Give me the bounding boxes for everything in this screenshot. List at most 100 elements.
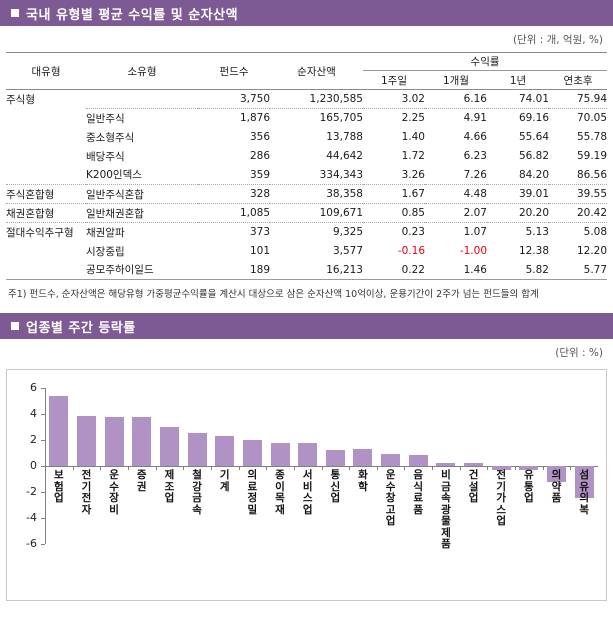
y-axis-tick	[41, 518, 45, 520]
cell-yield-ytd: 86.56	[549, 165, 608, 185]
chart-bar	[325, 450, 345, 467]
table-row: 배당주식 286 44,642 1.72 6.23 56.82 59.19	[6, 147, 607, 166]
cell-major-type: 주식혼합형	[6, 184, 86, 204]
cell-yield-1w: 2.25	[401, 112, 425, 125]
th-minor-type: 소유형	[86, 52, 198, 90]
x-axis-tick	[459, 466, 461, 471]
cell-yield-1m: -1.00	[425, 242, 487, 261]
x-axis-category-label: 건설업	[468, 469, 479, 505]
cell-major-type: 절대수익추구형	[6, 226, 74, 239]
cell-minor-type: 중소형주식	[86, 131, 135, 144]
cell-net-assets: 38,358	[270, 184, 363, 204]
chart-bar	[132, 417, 152, 467]
x-axis-tick	[266, 466, 268, 471]
chart-bar	[270, 442, 290, 467]
unit-note-fund-returns: (단위 : 개, 억원, %)	[512, 34, 603, 46]
chart-bar	[491, 466, 511, 470]
cell-major-type	[6, 260, 86, 280]
negative-value: -1.00	[459, 245, 487, 257]
chart-bar	[104, 416, 124, 467]
cell-yield-1w: 1.40	[401, 131, 425, 143]
x-axis-category-label: 전기전자	[81, 469, 92, 516]
cell-net-assets: 165,705	[319, 112, 363, 125]
cell-yield-ytd: 5.08	[583, 226, 608, 239]
chart-bar	[547, 466, 567, 482]
cell-yield-1y: 56.82	[518, 150, 549, 162]
y-axis-tick	[41, 466, 45, 468]
x-axis-category-label: 비금속광물제품	[441, 469, 451, 551]
cell-net-assets: 16,213	[270, 260, 363, 280]
negative-value: -0.16	[397, 245, 425, 257]
cell-yield-1w: 3.02	[363, 89, 425, 109]
chart-bar	[49, 395, 69, 467]
cell-yield-1m: 6.16	[425, 89, 487, 109]
cell-yield-1w: 0.23	[401, 226, 425, 239]
fund-returns-table-body: 주식형 3,750 1,230,585 3.02 6.16 74.01 75.94 일반주식 1…	[6, 89, 608, 280]
cell-yield-ytd: 39.55	[549, 184, 608, 204]
cell-minor-type	[86, 89, 198, 109]
cell-yield-1w: 1.72	[401, 150, 425, 162]
th-yield-1m: 1개월	[425, 70, 487, 90]
x-axis-category-label: 증권	[136, 469, 147, 493]
x-axis-category-label: 의약품	[551, 469, 562, 505]
cell-minor-type: 일반채권혼합	[86, 203, 198, 223]
th-net-assets: 순자산액	[270, 52, 363, 90]
cell-yield-1m: 1.46	[425, 260, 487, 280]
y-axis-label: -4	[26, 511, 37, 525]
cell-net-assets: 44,642	[326, 150, 363, 162]
table-row: 채권혼합형 일반채권혼합 1,085 109,671 0.85 2.07 20.20 20.4…	[6, 203, 608, 223]
table-row: 중소형주식 356 13,788 1.40 4.66 55.64 55.78	[6, 128, 607, 147]
x-axis-category-label: 음식료품	[413, 469, 424, 516]
cell-yield-1w: 1.67	[363, 184, 425, 204]
chart-bar	[436, 462, 456, 467]
x-axis-category-label: 의료정밀	[247, 469, 258, 516]
x-axis-category-label: 기계	[219, 469, 230, 493]
th-yield-1w: 1주일	[363, 70, 425, 90]
section-title-fund-returns: 국내 유형별 평균 수익률 및 순자산액	[26, 7, 239, 23]
x-axis-category-label: 섬유의복	[579, 469, 589, 516]
chart-bar	[242, 440, 262, 467]
y-axis-tick	[41, 440, 45, 442]
cell-yield-1w: -0.16	[363, 242, 425, 261]
cell-net-assets: 334,343	[270, 165, 363, 185]
table-row: 절대수익추구형 채권알파 373 9,325 0.23 1.07 5.13 5.08	[6, 223, 607, 242]
x-axis-tick	[570, 466, 572, 471]
cell-major-type	[6, 165, 86, 185]
cell-yield-ytd: 75.94	[549, 89, 608, 109]
section-title-sector-returns: 업종별 주간 등락률	[26, 320, 136, 336]
cell-fund-count: 3,750	[198, 89, 270, 109]
square-bullet-icon-2	[11, 322, 19, 331]
table-header-row-bottom: 1주일 1개월 1년 연초후	[6, 70, 608, 90]
cell-yield-1y: 55.64	[518, 131, 549, 143]
chart-plot-area: 6 4 2 0 -2 -4 -6 보험업 전기전자 운수장비 증권 제조업 철강금속 기계 의료정밀 종이목재…	[7, 370, 606, 600]
chart-bar	[159, 426, 179, 467]
cell-yield-1y: 84.20	[487, 165, 549, 185]
cell-fund-count: 286	[249, 150, 270, 162]
fund-returns-table: 대유형 소유형 펀드수 순자산액 수익률 1주일 1개월 1년 연초후 주식형 3…	[6, 52, 608, 280]
x-axis-tick	[72, 466, 74, 471]
x-axis-category-label: 종이목재	[275, 469, 285, 516]
cell-yield-1m: 2.07	[425, 203, 487, 223]
x-axis-tick	[100, 466, 102, 471]
x-axis-tick	[321, 466, 323, 471]
cell-yield-1w: 0.85	[363, 203, 425, 223]
chart-bar	[353, 449, 373, 467]
y-axis-label: -2	[26, 485, 37, 499]
cell-fund-count: 328	[198, 184, 270, 204]
chart-bar	[187, 432, 207, 467]
chart-bar	[408, 454, 428, 467]
cell-minor-type: 일반주식	[86, 112, 125, 125]
x-axis-tick	[376, 466, 378, 471]
th-major-type: 대유형	[6, 52, 86, 90]
table-row: 주식혼합형 일반주식혼합 328 38,358 1.67 4.48 39.01 39.55	[6, 184, 608, 204]
y-axis-label: 6	[30, 381, 37, 395]
cell-fund-count: 101	[249, 245, 270, 257]
unit-note-sector-returns: (단위 : %)	[555, 347, 603, 360]
cell-fund-count: 1,085	[198, 203, 270, 223]
x-axis-category-label: 화학	[358, 469, 368, 493]
cell-yield-1m: 6.23	[463, 150, 487, 162]
chart-bar	[298, 442, 318, 467]
section-header-sector-returns: 업종별 주간 등락률	[0, 313, 613, 340]
y-axis-label: 4	[30, 407, 37, 421]
chart-bar	[215, 436, 235, 467]
